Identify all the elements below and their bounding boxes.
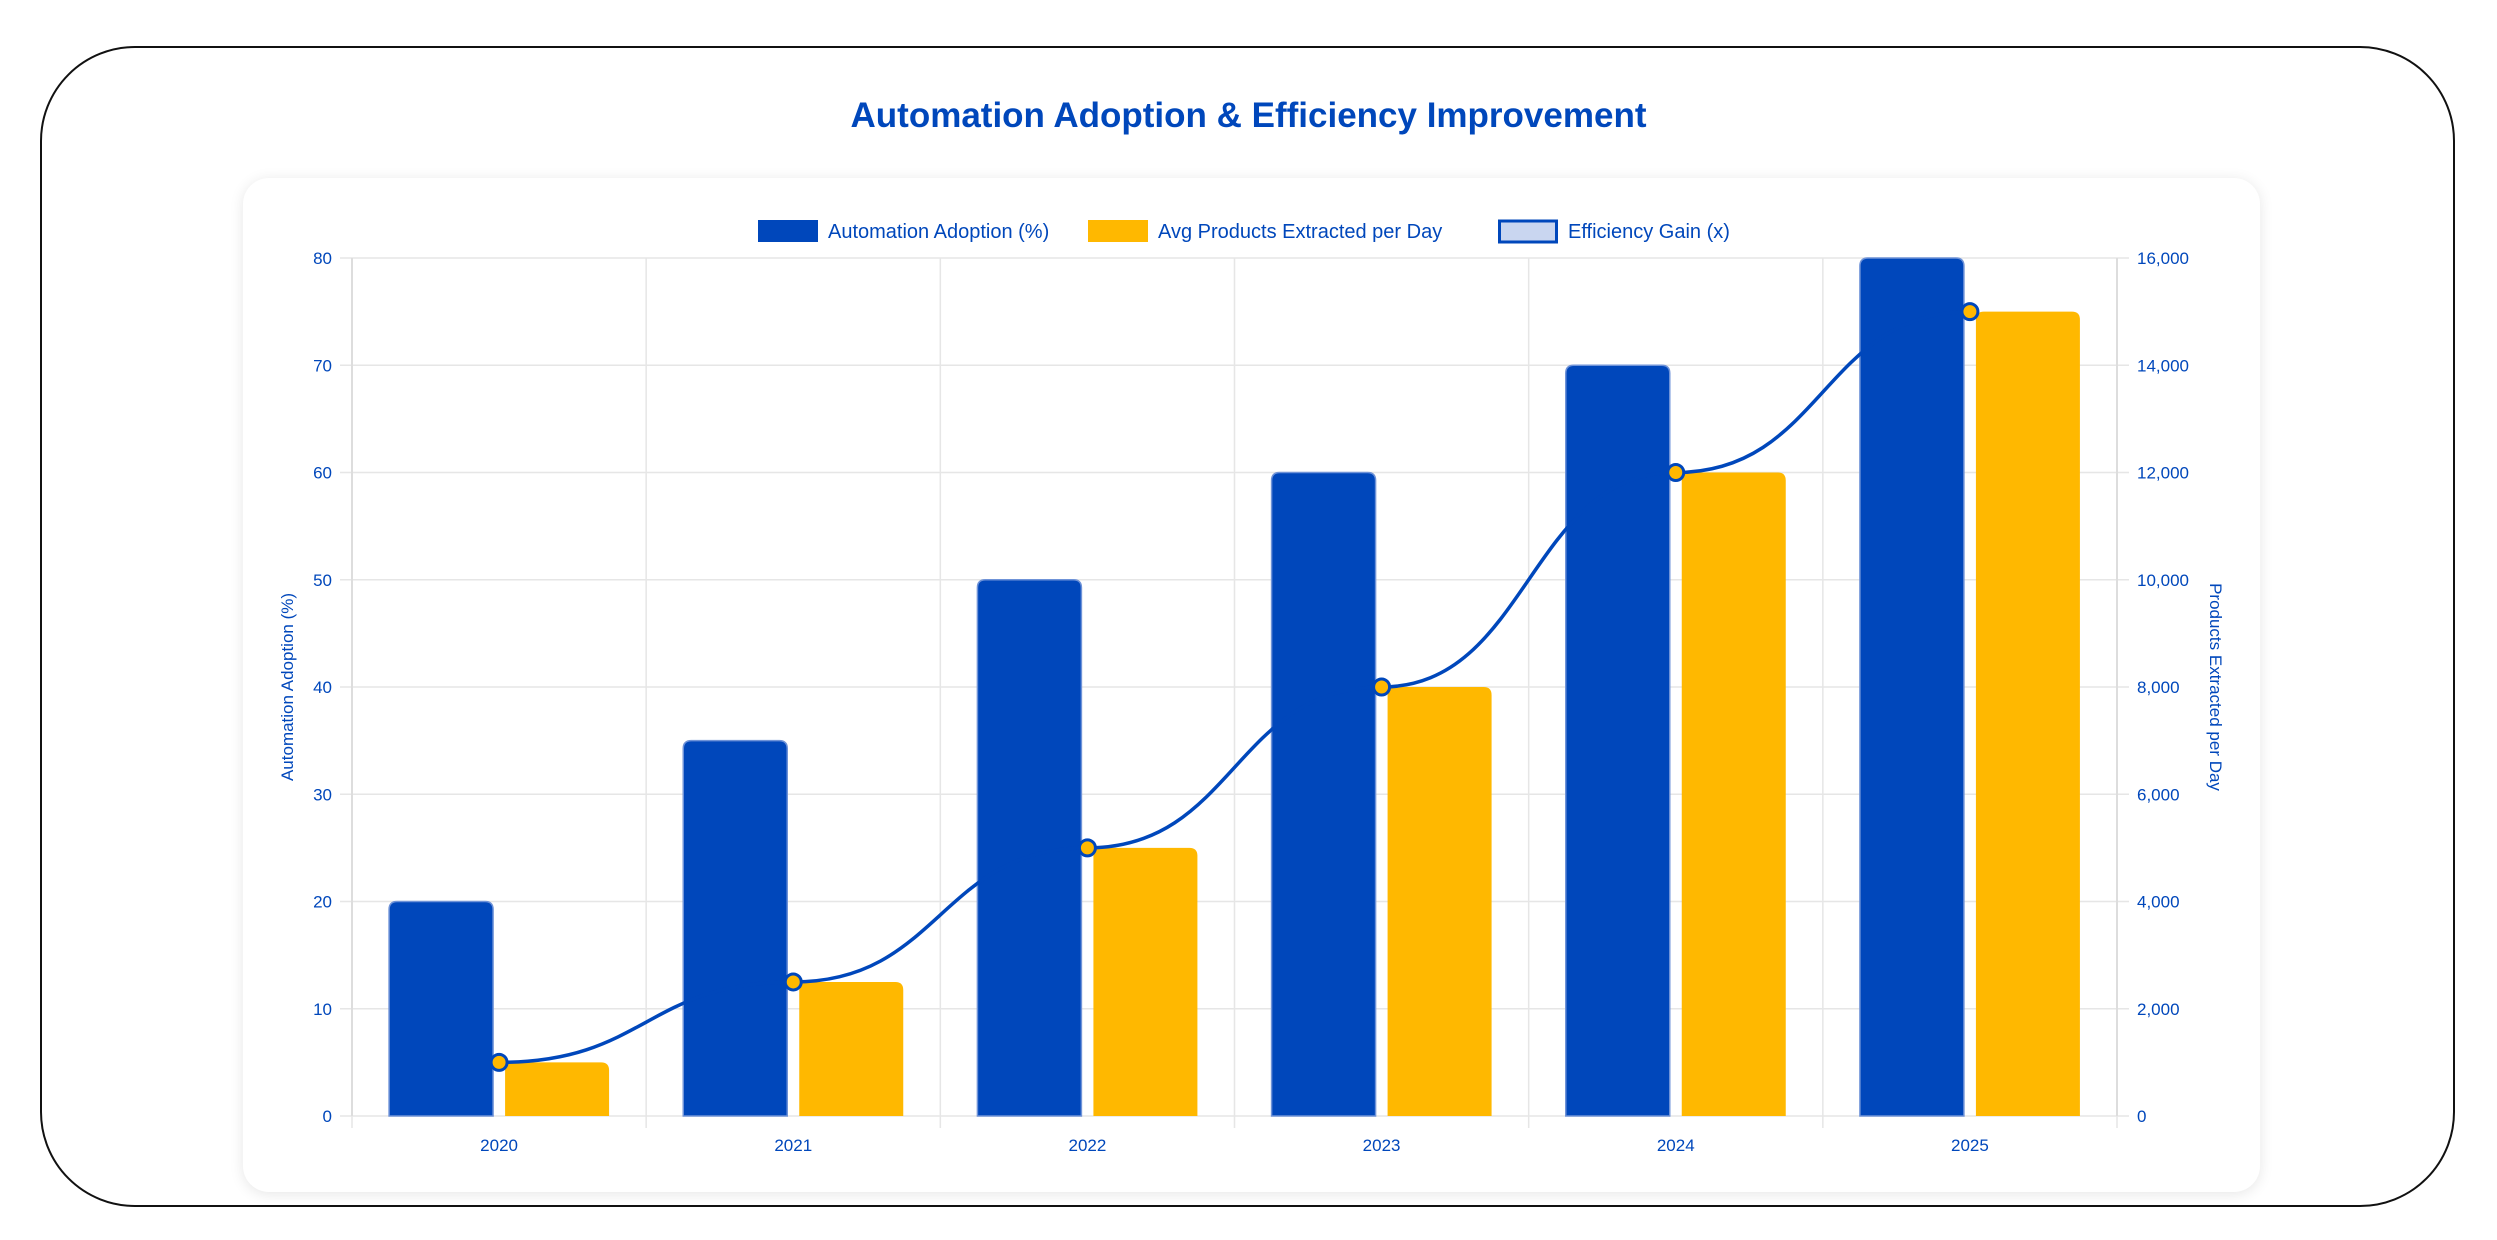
bar-products-per-day <box>505 1062 610 1116</box>
efficiency-gain-point <box>1077 838 1097 858</box>
y-right-tick-label: 16,000 <box>2137 249 2189 268</box>
y-left-tick-label: 20 <box>313 893 332 912</box>
bar-products-per-day <box>1093 847 1198 1116</box>
legend-label: Avg Products Extracted per Day <box>1158 221 1442 243</box>
y-right-tick-label: 12,000 <box>2137 464 2189 483</box>
y-right-tick-label: 10,000 <box>2137 571 2189 590</box>
efficiency-gain-point <box>783 972 803 992</box>
legend-label: Efficiency Gain (x) <box>1568 221 1730 243</box>
x-tick-label: 2025 <box>1951 1136 1989 1155</box>
efficiency-gain-point <box>1960 302 1980 322</box>
legend-swatch <box>1498 219 1558 244</box>
y-left-tick-label: 70 <box>313 356 332 375</box>
y-left-tick-label: 60 <box>313 464 332 483</box>
y-left-tick-label: 10 <box>313 1000 332 1019</box>
x-tick-label: 2020 <box>480 1136 518 1155</box>
x-tick-label: 2024 <box>1657 1136 1695 1155</box>
efficiency-gain-point <box>1372 677 1392 697</box>
bar-products-per-day <box>799 981 904 1116</box>
legend-label: Automation Adoption (%) <box>828 221 1049 243</box>
y-right-axis-title: Products Extracted per Day <box>2206 583 2225 791</box>
y-right-tick-label: 8,000 <box>2137 678 2180 697</box>
y-right-tick-label: 4,000 <box>2137 893 2180 912</box>
outer-frame <box>40 46 2455 1207</box>
y-left-tick-label: 0 <box>323 1107 332 1126</box>
bar-automation-adoption <box>1859 257 1965 1117</box>
legend-swatch <box>1088 220 1148 242</box>
y-left-tick-label: 30 <box>313 785 332 804</box>
y-right-tick-label: 2,000 <box>2137 1000 2180 1019</box>
x-tick-label: 2022 <box>1069 1136 1107 1155</box>
bar-automation-adoption <box>388 900 494 1117</box>
bar-products-per-day <box>1681 472 1786 1116</box>
x-tick-label: 2021 <box>774 1136 812 1155</box>
efficiency-gain-point <box>1666 463 1686 482</box>
x-tick-label: 2023 <box>1363 1136 1401 1155</box>
y-left-axis-title: Automation Adoption (%) <box>278 593 297 781</box>
y-left-tick-label: 80 <box>313 249 332 268</box>
bar-automation-adoption <box>1270 471 1377 1117</box>
bar-automation-adoption <box>682 739 788 1117</box>
y-right-tick-label: 14,000 <box>2137 356 2189 375</box>
chart-title: Automation Adoption & Efficiency Improve… <box>850 96 1647 135</box>
y-right-tick-label: 6,000 <box>2137 785 2180 804</box>
y-left-tick-label: 50 <box>313 571 332 590</box>
bar-products-per-day <box>1387 687 1492 1116</box>
efficiency-gain-line <box>499 309 1970 1065</box>
efficiency-gain-point <box>489 1052 509 1072</box>
legend-swatch <box>758 220 818 242</box>
bar-products-per-day <box>1975 311 2080 1116</box>
bar-automation-adoption <box>976 579 1083 1117</box>
y-right-tick-label: 0 <box>2137 1107 2146 1126</box>
y-left-tick-label: 40 <box>313 678 332 697</box>
bar-automation-adoption <box>1565 364 1671 1117</box>
